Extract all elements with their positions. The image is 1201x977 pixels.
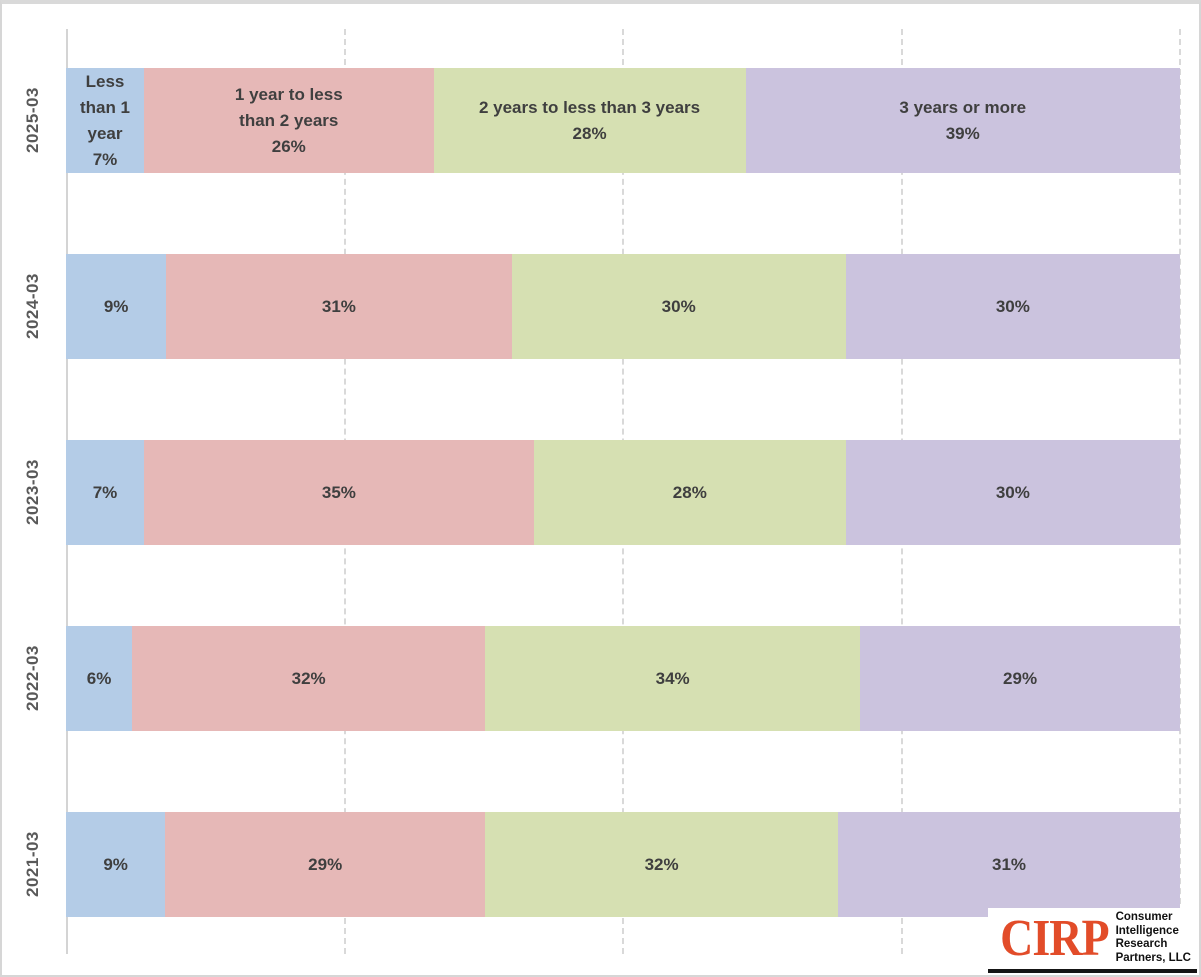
segment-value-label: 9% <box>103 854 128 874</box>
segment-value-label: 29% <box>1003 668 1038 688</box>
bar-row-2022-03: 6% 32% 34% 29% <box>66 626 1180 731</box>
segment-value-label: 31% <box>992 854 1027 874</box>
segment-value-label: 26% <box>271 136 306 156</box>
cirp-logo: CIRP Consumer Intelligence Research Part… <box>988 908 1197 973</box>
bar-segment: 31% <box>838 812 1180 917</box>
segment-value-label: 6% <box>86 668 112 688</box>
y-axis-label: 2025-03 <box>23 87 42 154</box>
bar-row-2023-03: 7% 35% 28% 30% <box>66 440 1180 545</box>
bar-segment: 31% <box>166 254 512 359</box>
tagline-line: Research <box>1115 938 1168 950</box>
bar-segment: Less than 1 year 7% <box>66 68 144 173</box>
segment-category-label: than 1 <box>79 97 131 117</box>
plot-area: Less than 1 year 7% 1 year to less than 2 yea… <box>66 29 1181 954</box>
bar-segment: 35% <box>143 440 534 545</box>
bar-row-2024-03: 9% 31% 30% 30% <box>66 254 1180 359</box>
bar-segment: 30% <box>845 440 1180 545</box>
segment-value-label: 30% <box>995 482 1030 502</box>
bar-row-2025-03: Less than 1 year 7% 1 year to less than 2 yea… <box>66 68 1180 173</box>
segment-category-label: 2 years to less than 3 years <box>478 97 701 117</box>
bar-segment: 28% <box>533 440 846 545</box>
segment-value-label: 32% <box>644 854 679 874</box>
segment-value-label: 28% <box>572 123 607 143</box>
tagline-line: Consumer <box>1115 911 1173 923</box>
bar-segment: 32% <box>485 812 839 917</box>
cirp-logo-text: CIRP <box>1000 908 1109 966</box>
segment-value-label: 9% <box>103 296 129 316</box>
segment-category-label: 1 year to less <box>234 84 343 104</box>
segment-category-label: year <box>87 123 123 143</box>
segment-value-label: 32% <box>291 668 326 688</box>
segment-value-label: 35% <box>321 482 356 502</box>
bar-segment: 9% <box>66 254 167 359</box>
y-axis-label: 2021-03 <box>23 831 42 898</box>
bar-segment: 30% <box>511 254 846 359</box>
segment-value-label: 29% <box>308 854 343 874</box>
bar-segment: 29% <box>165 812 486 917</box>
y-axis-label: 2022-03 <box>23 645 42 712</box>
bar-segment: 6% <box>66 626 133 731</box>
tagline-line: Partners, LLC <box>1115 951 1191 964</box>
bar-segment: 1 year to less than 2 years 26% <box>143 68 434 173</box>
y-axis-label: 2023-03 <box>23 459 42 526</box>
cirp-logo-tagline: Consumer Intelligence Research Partners,… <box>1116 911 1191 965</box>
segment-value-label: 7% <box>92 482 118 502</box>
segment-value-label: 28% <box>672 482 707 502</box>
gridline-100-percent <box>1179 29 1181 954</box>
segment-value-label: 34% <box>655 668 690 688</box>
segment-value-label: 30% <box>661 296 696 316</box>
segment-value-label: 7% <box>92 149 118 169</box>
segment-category-label: 3 years or more <box>899 97 1027 117</box>
bar-row-2021-03: 9% 29% 32% 31% <box>66 812 1180 917</box>
segment-value-label: 39% <box>945 123 980 143</box>
bar-segment: 3 years or more 39% <box>745 68 1180 173</box>
bar-segment: 29% <box>860 626 1180 731</box>
segment-category-label: than 2 years <box>239 110 339 130</box>
bar-segment: 2 years to less than 3 years 28% <box>433 68 746 173</box>
y-axis-label: 2024-03 <box>23 273 42 340</box>
bar-segment: 30% <box>845 254 1180 359</box>
bar-segment: 34% <box>485 626 861 731</box>
segment-value-label: 30% <box>995 296 1030 316</box>
bar-segment: 32% <box>132 626 486 731</box>
bar-segment: 9% <box>66 812 166 917</box>
tagline-line: Intelligence <box>1115 924 1179 937</box>
segment-value-label: 31% <box>321 296 356 316</box>
segment-category-label: Less <box>85 71 125 91</box>
bar-segment: 7% <box>66 440 144 545</box>
